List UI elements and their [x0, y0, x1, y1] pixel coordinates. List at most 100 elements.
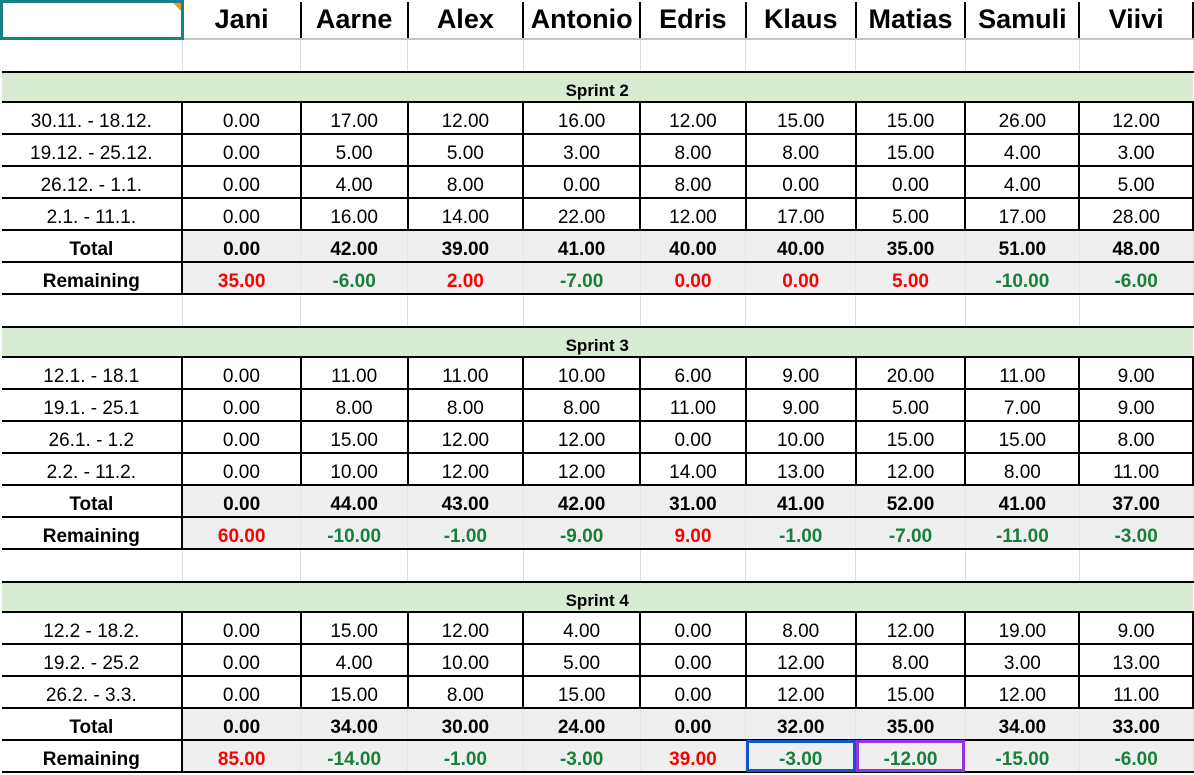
total-cell[interactable]: 41.00	[523, 230, 641, 263]
hours-cell[interactable]: 11.00	[965, 357, 1081, 390]
date-range-cell[interactable]: 19.1. - 25.1	[1, 389, 184, 422]
hours-cell[interactable]: 0.00	[640, 421, 747, 454]
hours-cell[interactable]: 16.00	[300, 198, 409, 231]
remaining-cell[interactable]: -11.00	[965, 517, 1080, 550]
date-range-cell[interactable]: 19.12. - 25.12.	[1, 134, 184, 167]
total-cell[interactable]: 0.00	[182, 708, 302, 741]
empty-cell[interactable]	[523, 294, 641, 328]
hours-cell[interactable]: 0.00	[182, 421, 302, 454]
hours-cell[interactable]: 0.00	[182, 198, 302, 231]
total-cell[interactable]: 35.00	[855, 708, 966, 741]
empty-cell[interactable]	[182, 549, 302, 583]
hours-cell[interactable]: 11.00	[1079, 676, 1194, 709]
total-cell[interactable]: 33.00	[1079, 708, 1194, 741]
hours-cell[interactable]: 11.00	[300, 357, 409, 390]
hours-cell[interactable]: 12.00	[745, 644, 857, 677]
empty-cell[interactable]	[1, 38, 183, 73]
total-cell[interactable]: 43.00	[407, 485, 524, 518]
empty-cell[interactable]	[965, 38, 1080, 73]
header-cell-klaus[interactable]: Klaus	[745, 1, 857, 40]
remaining-cell[interactable]: 5.00	[855, 262, 966, 295]
header-cell-antonio[interactable]: Antonio	[523, 1, 642, 40]
hours-cell[interactable]: 17.00	[965, 198, 1081, 231]
empty-cell[interactable]	[965, 549, 1080, 583]
total-label[interactable]: Total	[1, 230, 184, 263]
empty-cell[interactable]	[1, 549, 183, 583]
hours-cell[interactable]: 9.00	[1079, 612, 1194, 645]
hours-cell[interactable]: 11.00	[1079, 453, 1194, 486]
hours-cell[interactable]: 3.00	[965, 644, 1081, 677]
hours-cell[interactable]: 17.00	[300, 102, 409, 135]
hours-cell[interactable]: 14.00	[640, 453, 747, 486]
remaining-cell[interactable]: 60.00	[182, 517, 302, 550]
hours-cell[interactable]: 8.00	[1079, 421, 1194, 454]
total-cell[interactable]: 40.00	[640, 230, 747, 263]
sprint-title[interactable]: Sprint 4	[1, 582, 1193, 613]
remaining-cell[interactable]: -7.00	[855, 517, 966, 550]
hours-cell[interactable]: 0.00	[182, 389, 302, 422]
hours-cell[interactable]: 11.00	[407, 357, 525, 390]
total-cell[interactable]: 40.00	[745, 230, 857, 263]
hours-cell[interactable]: 13.00	[745, 453, 857, 486]
empty-cell[interactable]	[1079, 294, 1194, 328]
total-cell[interactable]: 32.00	[745, 708, 857, 741]
hours-cell[interactable]: 3.00	[523, 134, 642, 167]
hours-cell[interactable]: 5.00	[855, 389, 967, 422]
hours-cell[interactable]: 0.00	[182, 166, 302, 199]
remaining-label[interactable]: Remaining	[1, 740, 184, 773]
hours-cell[interactable]: 12.00	[855, 612, 967, 645]
hours-cell[interactable]: 0.00	[182, 453, 302, 486]
remaining-cell[interactable]: -9.00	[523, 517, 641, 550]
date-range-cell[interactable]: 12.2 - 18.2.	[1, 612, 184, 645]
hours-cell[interactable]: 0.00	[182, 644, 302, 677]
remaining-cell[interactable]: 0.00	[640, 262, 747, 295]
hours-cell[interactable]: 22.00	[523, 198, 642, 231]
empty-cell[interactable]	[300, 549, 409, 583]
empty-cell[interactable]	[300, 294, 409, 328]
hours-cell[interactable]: 9.00	[745, 389, 857, 422]
remaining-label[interactable]: Remaining	[1, 262, 184, 295]
header-cell-aarne[interactable]: Aarne	[300, 1, 409, 40]
hours-cell[interactable]: 12.00	[523, 421, 642, 454]
hours-cell[interactable]: 28.00	[1079, 198, 1194, 231]
hours-cell[interactable]: 8.00	[640, 166, 747, 199]
hours-cell[interactable]: 12.00	[640, 102, 747, 135]
hours-cell[interactable]: 10.00	[523, 357, 642, 390]
date-range-cell[interactable]: 26.12. - 1.1.	[1, 166, 184, 199]
header-cell-alex[interactable]: Alex	[407, 1, 525, 40]
hours-cell[interactable]: 12.00	[1079, 102, 1194, 135]
hours-cell[interactable]: 9.00	[1079, 357, 1194, 390]
hours-cell[interactable]: 9.00	[745, 357, 857, 390]
hours-cell[interactable]: 8.00	[855, 644, 967, 677]
remaining-cell[interactable]: -1.00	[407, 517, 524, 550]
hours-cell[interactable]: 26.00	[965, 102, 1081, 135]
hours-cell[interactable]: 9.00	[1079, 389, 1194, 422]
hours-cell[interactable]: 12.00	[855, 453, 967, 486]
hours-cell[interactable]: 8.00	[407, 676, 525, 709]
header-cell-jani[interactable]: Jani	[182, 1, 302, 40]
hours-cell[interactable]: 0.00	[640, 644, 747, 677]
total-cell[interactable]: 35.00	[855, 230, 966, 263]
hours-cell[interactable]: 0.00	[182, 102, 302, 135]
hours-cell[interactable]: 15.00	[300, 612, 409, 645]
empty-cell[interactable]	[855, 294, 966, 328]
total-cell[interactable]: 39.00	[407, 230, 524, 263]
total-cell[interactable]: 48.00	[1079, 230, 1194, 263]
total-cell[interactable]: 41.00	[745, 485, 857, 518]
total-cell[interactable]: 31.00	[640, 485, 747, 518]
hours-cell[interactable]: 4.00	[523, 612, 642, 645]
hours-cell[interactable]: 10.00	[407, 644, 525, 677]
hours-cell[interactable]: 10.00	[300, 453, 409, 486]
hours-cell[interactable]: 4.00	[300, 644, 409, 677]
empty-cell[interactable]	[640, 38, 747, 73]
hours-cell[interactable]: 8.00	[745, 612, 857, 645]
empty-cell[interactable]	[182, 38, 302, 73]
empty-cell[interactable]	[745, 549, 857, 583]
hours-cell[interactable]: 15.00	[855, 421, 967, 454]
hours-cell[interactable]: 11.00	[640, 389, 747, 422]
hours-cell[interactable]: 0.00	[640, 676, 747, 709]
hours-cell[interactable]: 16.00	[523, 102, 642, 135]
empty-cell[interactable]	[407, 549, 524, 583]
remaining-cell[interactable]: 35.00	[182, 262, 302, 295]
total-cell[interactable]: 34.00	[300, 708, 409, 741]
